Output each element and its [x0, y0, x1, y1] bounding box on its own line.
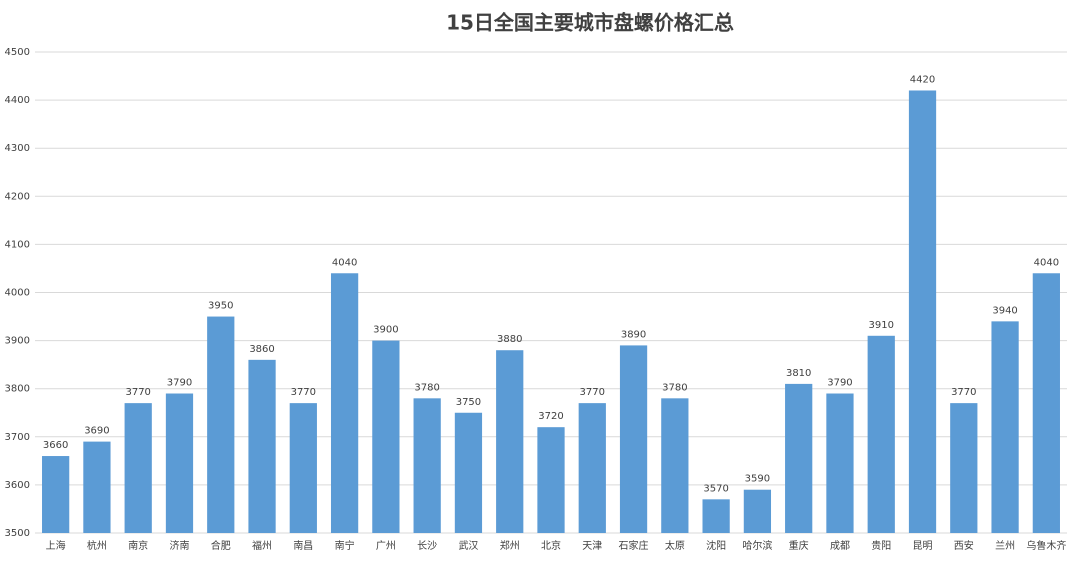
value-label: 3770 — [125, 387, 150, 398]
value-label: 3890 — [621, 329, 646, 340]
x-tick-label: 南京 — [128, 539, 148, 552]
y-tick-label: 3500 — [5, 528, 30, 539]
x-tick-label: 沈阳 — [706, 539, 726, 552]
value-label: 3780 — [414, 382, 439, 393]
x-tick-label: 郑州 — [500, 539, 520, 552]
value-label: 3940 — [992, 305, 1017, 316]
value-label: 4420 — [910, 74, 935, 85]
y-tick-label: 3800 — [5, 384, 30, 395]
y-tick-label: 4300 — [5, 143, 30, 154]
x-tick-label: 哈尔滨 — [742, 539, 772, 552]
bar — [289, 403, 317, 533]
x-tick-label: 福州 — [252, 539, 272, 552]
y-tick-label: 3600 — [5, 480, 30, 491]
bar — [785, 383, 813, 533]
bar — [124, 403, 152, 533]
value-label: 3690 — [84, 426, 109, 437]
value-label: 3570 — [703, 483, 728, 494]
bar — [661, 398, 689, 533]
bar — [743, 489, 772, 533]
value-label: 3770 — [951, 387, 976, 398]
x-tick-label: 天津 — [582, 540, 602, 552]
bar — [578, 403, 606, 533]
x-tick-label: 上海 — [46, 539, 66, 552]
value-label: 3950 — [208, 301, 233, 312]
bar — [165, 393, 194, 533]
value-label: 3720 — [538, 411, 563, 422]
x-tick-label: 石家庄 — [619, 539, 649, 552]
value-label: 3790 — [827, 378, 852, 389]
value-label: 3810 — [786, 368, 811, 379]
value-label: 4040 — [1034, 257, 1059, 268]
x-tick-label: 乌鲁木齐 — [1026, 539, 1066, 552]
x-tick-label: 昆明 — [913, 540, 933, 552]
x-tick-label: 济南 — [169, 539, 189, 552]
value-label: 3660 — [43, 440, 68, 451]
y-tick-label: 3700 — [5, 432, 30, 443]
x-tick-label: 重庆 — [789, 539, 809, 552]
bar — [248, 359, 276, 533]
x-tick-label: 广州 — [376, 540, 396, 552]
x-tick-label: 贵阳 — [871, 539, 891, 552]
x-tick-label: 南宁 — [335, 539, 355, 552]
value-label: 3880 — [497, 334, 522, 345]
x-tick-label: 合肥 — [211, 539, 231, 552]
x-tick-label: 太原 — [665, 539, 685, 552]
bar — [1032, 273, 1060, 533]
bar — [537, 427, 565, 533]
y-tick-label: 4200 — [5, 191, 30, 202]
value-label: 3860 — [249, 344, 274, 355]
bar — [413, 398, 441, 533]
y-tick-label: 4500 — [5, 47, 30, 58]
bar — [826, 393, 854, 533]
bar — [867, 335, 895, 533]
x-tick-label: 长沙 — [417, 540, 437, 552]
value-label: 3900 — [373, 325, 398, 336]
bar — [991, 321, 1019, 533]
y-tick-label: 4400 — [5, 95, 30, 106]
x-tick-label: 武汉 — [458, 539, 478, 552]
value-label: 3770 — [291, 387, 316, 398]
value-label: 3790 — [167, 378, 192, 389]
x-tick-label: 北京 — [541, 539, 561, 552]
value-label: 3780 — [662, 382, 687, 393]
value-label: 3750 — [456, 397, 481, 408]
x-tick-label: 成都 — [830, 540, 850, 552]
y-tick-label: 3900 — [5, 336, 30, 347]
value-label: 4040 — [332, 257, 357, 268]
bar — [454, 412, 483, 533]
bar — [908, 90, 937, 533]
bar — [619, 345, 648, 533]
value-label: 3590 — [745, 474, 770, 485]
bar — [330, 273, 359, 533]
bar — [207, 316, 235, 533]
x-tick-label: 兰州 — [995, 539, 1015, 552]
bar — [496, 350, 524, 533]
value-label: 3910 — [869, 320, 894, 331]
value-label: 3770 — [580, 387, 605, 398]
x-tick-label: 西安 — [954, 539, 974, 552]
bar — [702, 499, 730, 533]
bar — [950, 403, 978, 533]
y-tick-label: 4100 — [5, 239, 30, 250]
chart-title: 15日全国主要城市盘螺价格汇总 — [446, 11, 734, 35]
y-tick-label: 4000 — [5, 288, 30, 299]
bar — [42, 456, 70, 533]
x-tick-label: 南昌 — [293, 539, 313, 552]
bar — [372, 340, 400, 533]
x-tick-label: 杭州 — [87, 539, 107, 552]
bar — [83, 441, 111, 533]
